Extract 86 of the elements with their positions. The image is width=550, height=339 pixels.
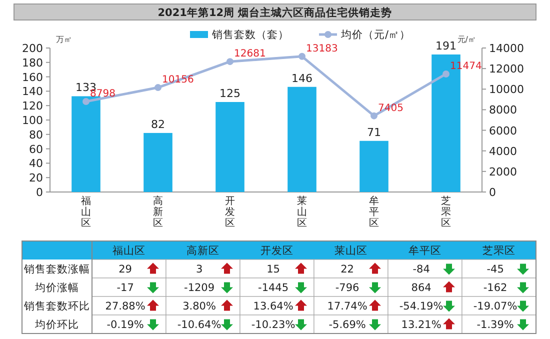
- point: [370, 112, 378, 120]
- y-tick-label: 均价涨幅: [34, 282, 79, 294]
- title-bar: 2021年第12周 烟台主城六区商品住宅供销走势: [14, 4, 536, 20]
- y-tick-label: 销售套数涨幅: [23, 264, 90, 276]
- chart-title: 2021年第12周 烟台主城六区商品住宅供销走势: [158, 6, 392, 19]
- data-label: 71: [367, 126, 381, 139]
- y2-tick-label: 2000: [489, 165, 517, 178]
- y-tick-label: 销售套数环比: [23, 300, 90, 312]
- data-label: 17.74%: [327, 300, 368, 312]
- data-label: 3.80%: [182, 300, 216, 312]
- bar: [288, 86, 316, 192]
- data-label: -10.23%: [251, 319, 296, 331]
- data-label: -162: [483, 282, 508, 294]
- x-tick-label: 芝罘区: [482, 244, 516, 257]
- data-label: -17: [116, 282, 134, 294]
- y-axis-title: 万㎡: [56, 35, 72, 44]
- data-label: 13.21%: [401, 319, 442, 331]
- y-tick-label: 160: [22, 70, 43, 84]
- x-tick-label: 莱山区: [334, 244, 368, 257]
- point: [298, 52, 306, 60]
- x-tick-label: 高新区: [153, 195, 163, 229]
- data-label: 13.64%: [253, 300, 294, 312]
- bar: [144, 132, 172, 192]
- bar: [216, 102, 244, 192]
- x-tick-label: 芝罘区: [441, 195, 451, 229]
- x-tick-label: 开发区: [260, 245, 294, 257]
- y-tick-label: 100: [22, 114, 43, 127]
- data-label: 146: [292, 72, 312, 85]
- data-label: 15: [266, 264, 280, 276]
- data-label: -5.69%: [328, 319, 366, 331]
- y2-tick-label: 12000: [489, 62, 524, 76]
- data-label: 10156: [162, 74, 194, 86]
- data-label: 191: [436, 39, 456, 52]
- data-label: 22: [340, 264, 354, 276]
- y2-tick-label: 4000: [489, 144, 517, 158]
- data-label: 125: [220, 87, 240, 100]
- data-label: 864: [411, 282, 432, 294]
- data-label: -84: [412, 264, 430, 276]
- x-tick-label: 福山区: [81, 195, 91, 229]
- data-label: 3: [196, 264, 203, 276]
- y-tick-label: 20: [29, 172, 43, 185]
- data-label: -10.64%: [177, 319, 222, 331]
- y-tick-label: 140: [22, 85, 43, 98]
- data-label: 12681: [234, 48, 266, 60]
- y2-axis-title: 元/㎡: [457, 35, 476, 44]
- data-label: -0.19%: [106, 319, 144, 331]
- data-label: 82: [151, 118, 165, 131]
- point: [154, 84, 162, 92]
- data-label: -45: [486, 264, 504, 276]
- legend-label: 均价（元/㎡）: [340, 29, 411, 41]
- bar: [360, 140, 388, 192]
- data-label: 7405: [378, 102, 404, 114]
- data-label: -19.07%: [473, 300, 518, 312]
- y-tick-label: 80: [29, 128, 43, 142]
- data-label: -1445: [258, 282, 289, 294]
- y-tick-label: 120: [22, 100, 43, 113]
- bar: [72, 96, 100, 192]
- y-tick-label: 180: [22, 56, 43, 70]
- y2-tick-label: 10000: [489, 83, 524, 96]
- data-label: 8798: [90, 88, 116, 100]
- x-tick-label: 开发区: [225, 196, 235, 229]
- y2-tick-label: 0: [489, 186, 496, 199]
- x-tick-label: 高新区: [186, 244, 220, 257]
- point: [226, 58, 234, 66]
- y-tick-label: 200: [22, 42, 43, 55]
- data-label: 29: [118, 264, 132, 276]
- y-tick-label: 均价环比: [34, 318, 79, 331]
- x-tick-label: 牟平区: [369, 195, 379, 229]
- x-tick-label: 福山区: [112, 244, 146, 257]
- data-label: -54.19%: [399, 300, 444, 312]
- y2-tick-label: 8000: [489, 104, 517, 117]
- data-label: -1209: [184, 282, 215, 294]
- data-label: -796: [335, 282, 360, 294]
- point: [82, 98, 90, 106]
- x-tick-label: 莱山区: [297, 195, 307, 229]
- point: [442, 70, 450, 78]
- data-label: 27.88%: [105, 300, 146, 312]
- y-tick-label: 60: [29, 142, 43, 156]
- y-tick-label: 40: [29, 157, 43, 170]
- data-label: 13183: [306, 43, 338, 54]
- y2-tick-label: 6000: [489, 124, 517, 138]
- y-tick-label: 0: [36, 186, 43, 199]
- data-label: -1.39%: [476, 319, 514, 331]
- x-tick-label: 牟平区: [408, 244, 442, 257]
- y2-tick-label: 14000: [489, 42, 524, 55]
- legend-label: 销售套数（套）: [211, 29, 289, 41]
